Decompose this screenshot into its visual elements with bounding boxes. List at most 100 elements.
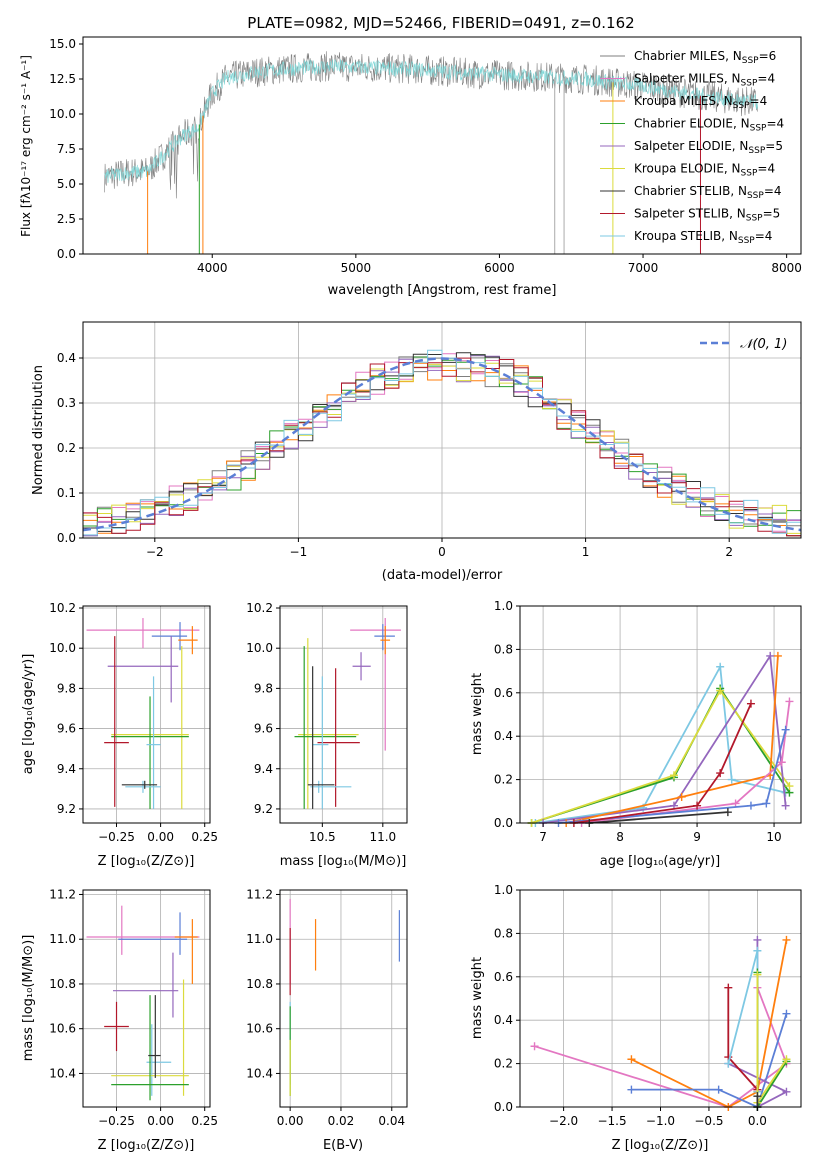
y-tick-label: 9.4 <box>254 762 273 776</box>
massweight-vs-age-ylabel: mass weight <box>470 673 485 755</box>
series-marker <box>723 808 732 817</box>
y-tick-label: 10.6 <box>246 1022 273 1036</box>
age-vs-z-panel: −0.25 0.00 0.25 9.2 9.4 9.6 9.8 10.0 10.2 Z [log… <box>21 601 218 869</box>
spectrum-ylabel: Flux [fλ10⁻¹⁷ erg cm⁻² s⁻¹ A⁻¹] <box>19 55 33 237</box>
x-tick-label: 11.0 <box>369 830 396 844</box>
x-tick-label: 0.02 <box>328 1114 355 1128</box>
y-tick-label: 0.8 <box>494 926 513 940</box>
normal-reference-curve <box>82 357 802 532</box>
x-tick-label: −1.0 <box>646 1114 675 1128</box>
series-marker <box>753 946 762 955</box>
series-marker <box>781 725 790 734</box>
y-tick-label: 0.2 <box>57 441 76 455</box>
massweight-vs-age-xlabel: age [log₁₀(age/yr)] <box>600 854 721 869</box>
series-line <box>589 811 728 824</box>
age-vs-z-ylabel: age [log₁₀(age/yr)] <box>21 654 36 775</box>
y-tick-label: 0.3 <box>57 396 76 410</box>
y-tick-label: 0.0 <box>57 531 76 545</box>
series-marker <box>716 662 725 671</box>
x-tick-label: −0.5 <box>694 1114 723 1128</box>
series-marker <box>724 983 733 992</box>
normal-legend-label: 𝒩(0, 1) <box>740 337 787 352</box>
y-tick-label: 1.0 <box>494 883 513 897</box>
series-line <box>631 939 788 1109</box>
series-marker <box>753 1092 762 1101</box>
y-tick-label: 10.2 <box>246 601 273 615</box>
residuals-legend: 𝒩(0, 1) <box>700 337 787 352</box>
y-tick-label: 10.0 <box>246 641 273 655</box>
legend-label: Chabrier ELODIE, NSSP=4 <box>634 117 784 134</box>
x-tick-label: 9 <box>693 830 701 844</box>
series-line <box>558 729 787 824</box>
legend-label: Salpeter ELODIE, NSSP=5 <box>634 139 783 156</box>
y-tick-label: 10.8 <box>49 977 76 991</box>
y-tick-label: 11.0 <box>49 932 76 946</box>
series-marker <box>782 1055 791 1064</box>
y-tick-label: 15.0 <box>49 37 76 51</box>
series-line <box>727 987 759 1091</box>
x-tick-label: −2.0 <box>549 1114 578 1128</box>
spectrum-legend: Chabrier MILES, NSSP=6 Salpeter MILES, NS… <box>600 49 784 246</box>
y-tick-label: 10.0 <box>49 107 76 121</box>
series-marker <box>627 1085 636 1094</box>
series-marker <box>782 935 791 944</box>
massweight-vs-z-ylabel: mass weight <box>470 957 485 1039</box>
series-marker <box>782 1087 791 1096</box>
x-tick-label: 0.0 <box>748 1114 767 1128</box>
y-tick-label: 9.6 <box>57 722 76 736</box>
y-tick-label: 9.8 <box>57 681 76 695</box>
x-tick-label: 1 <box>582 545 590 559</box>
series-marker <box>746 801 755 810</box>
observed-spectrum-line <box>104 51 758 199</box>
x-tick-label: 7000 <box>628 261 659 275</box>
mass-vs-z-xlabel: Z [log₁₀(Z/Z⊙)] <box>98 1138 195 1153</box>
x-tick-label: 10.5 <box>309 830 336 844</box>
age-vs-mass-panel: 10.5 11.0 9.2 9.4 9.6 9.8 10.0 10.2 mass [log₁₀… <box>246 601 408 869</box>
series-marker <box>773 651 782 660</box>
age-vs-mass-axes-frame <box>279 605 408 824</box>
y-tick-label: 0.4 <box>494 1013 513 1027</box>
series-marker <box>777 758 786 767</box>
series-line <box>531 688 791 824</box>
massweight-vs-z-xlabel: Z [log₁₀(Z/Z⊙)] <box>612 1138 709 1153</box>
mass-vs-ebv-xlabel: E(B-V) <box>323 1138 363 1153</box>
series-marker <box>746 699 755 708</box>
mass-vs-z-axes-frame <box>82 889 211 1108</box>
x-tick-label: 0.00 <box>277 1114 304 1128</box>
legend-label: Salpeter STELIB, NSSP=5 <box>634 207 780 224</box>
series-line <box>542 653 787 824</box>
y-tick-label: 12.5 <box>49 72 76 86</box>
residual-histogram-step <box>83 349 801 536</box>
massweight-vs-age-axes-frame <box>519 605 802 824</box>
series-marker <box>782 1009 791 1018</box>
x-tick-label: 0.00 <box>147 1114 174 1128</box>
legend-label: Chabrier MILES, NSSP=6 <box>634 49 776 66</box>
y-tick-label: 11.2 <box>49 887 76 901</box>
x-tick-label: 8000 <box>771 261 802 275</box>
y-tick-label: 11.0 <box>246 932 273 946</box>
x-tick-label: 0 <box>438 545 446 559</box>
series-line <box>573 703 752 824</box>
y-tick-label: 0.2 <box>494 773 513 787</box>
residuals-xlabel: (data-model)/error <box>382 568 503 583</box>
y-tick-label: 5.0 <box>57 177 76 191</box>
spectrum-axes-frame <box>82 36 802 255</box>
x-tick-label: −2 <box>146 545 164 559</box>
x-tick-label: 7 <box>539 830 547 844</box>
massweight-vs-age-panel: 7 8 9 10 0.0 0.2 0.4 0.6 0.8 1.0 age [log₁₀(age/y… <box>470 599 802 869</box>
series-line <box>756 972 788 1111</box>
series-marker <box>716 769 725 778</box>
x-tick-label: 2 <box>725 545 733 559</box>
legend-label: Kroupa ELODIE, NSSP=4 <box>634 162 775 179</box>
x-tick-label: 6000 <box>484 261 515 275</box>
series-marker <box>785 697 794 706</box>
y-tick-label: 9.2 <box>254 802 273 816</box>
series-marker <box>677 792 686 801</box>
x-tick-label: 0.25 <box>191 1114 218 1128</box>
y-tick-label: 0.0 <box>494 1100 513 1114</box>
y-tick-label: 10.8 <box>246 977 273 991</box>
x-tick-label: −1.5 <box>597 1114 626 1128</box>
series-marker <box>753 935 762 944</box>
y-tick-label: 10.4 <box>246 1066 273 1080</box>
